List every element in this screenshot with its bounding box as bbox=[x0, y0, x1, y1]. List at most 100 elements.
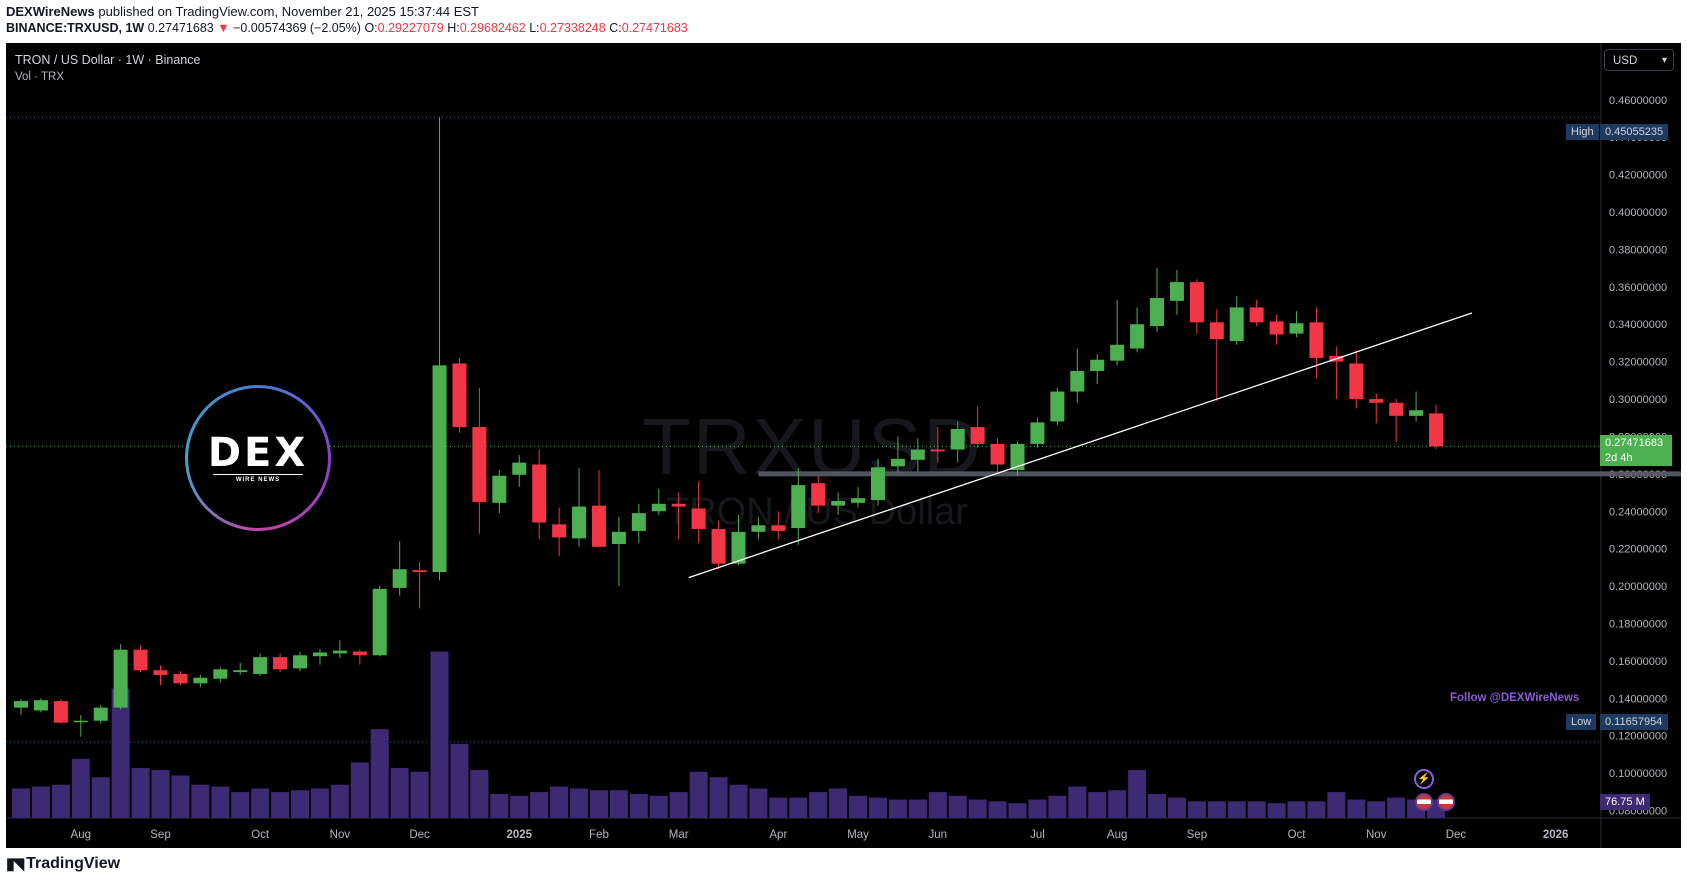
volume-bar bbox=[1227, 801, 1246, 818]
volume-bar bbox=[649, 795, 668, 818]
volume-bar bbox=[211, 786, 230, 818]
candle-body bbox=[711, 529, 726, 564]
countdown-tag: 2d 4h bbox=[1600, 450, 1672, 466]
candle-body bbox=[631, 513, 646, 531]
tradingview-logo[interactable]: ▮◥ TradingView bbox=[6, 854, 120, 874]
volume-bar bbox=[888, 799, 907, 818]
y-tick-label: 0.24000000 bbox=[1609, 506, 1667, 518]
candle-body bbox=[472, 427, 487, 502]
volume-bar bbox=[749, 788, 768, 818]
candle-body bbox=[53, 701, 68, 723]
volume-bar bbox=[111, 688, 130, 818]
currency-button[interactable]: USD ▾ bbox=[1604, 49, 1674, 71]
volume-bar bbox=[829, 788, 848, 818]
x-tick-label: Nov bbox=[1366, 829, 1387, 841]
x-tick-label: Sep bbox=[1187, 829, 1207, 841]
last-price-tag: 0.27471683 bbox=[1600, 435, 1672, 451]
volume-bar bbox=[470, 769, 489, 818]
x-tick-label: Dec bbox=[409, 829, 430, 841]
candle-body bbox=[173, 673, 188, 684]
volume-bar bbox=[530, 792, 549, 818]
candle-body bbox=[671, 503, 686, 507]
volume-bar bbox=[629, 793, 648, 818]
us-flag-icon[interactable] bbox=[1415, 793, 1433, 811]
candle-body bbox=[1269, 321, 1284, 335]
high-label: H: bbox=[447, 21, 460, 35]
x-tick-label: Aug bbox=[1107, 829, 1127, 841]
candle-body bbox=[1229, 307, 1244, 342]
logo-subtext: WIRE NEWS bbox=[213, 474, 303, 483]
candle-body bbox=[532, 464, 547, 523]
candle-body bbox=[352, 651, 367, 656]
x-tick-label: Aug bbox=[71, 829, 91, 841]
us-flag-icon[interactable] bbox=[1437, 793, 1455, 811]
y-tick-label: 0.32000000 bbox=[1609, 357, 1667, 369]
x-tick-label: Jul bbox=[1030, 829, 1045, 841]
candle-body bbox=[611, 531, 626, 544]
low-label-tag: Low bbox=[1566, 714, 1597, 730]
candle-body bbox=[831, 500, 846, 506]
volume-bar bbox=[12, 788, 30, 818]
volume-bar bbox=[1247, 801, 1266, 818]
volume-bar bbox=[251, 788, 270, 818]
volume-bar bbox=[410, 771, 429, 818]
candle-body bbox=[213, 669, 228, 679]
candle-body bbox=[1249, 307, 1264, 323]
lightning-icon[interactable]: ⚡ bbox=[1414, 769, 1434, 789]
x-tick-label: Oct bbox=[251, 829, 270, 841]
chart-legend-title: TRON / US Dollar · 1W · Binance bbox=[15, 53, 201, 67]
volume-bar bbox=[1327, 792, 1346, 818]
candle-body bbox=[492, 475, 507, 503]
candle-body bbox=[890, 458, 905, 467]
x-tick-label: Sep bbox=[150, 829, 170, 841]
candle-body bbox=[73, 720, 88, 723]
x-tick-label: 2025 bbox=[506, 829, 532, 841]
volume-bar bbox=[31, 786, 50, 818]
candle-body bbox=[1409, 410, 1424, 416]
publisher-name[interactable]: DEXWireNews bbox=[6, 4, 95, 19]
candle-body bbox=[691, 508, 706, 530]
volume-bar bbox=[1187, 801, 1206, 818]
x-tick-label: Feb bbox=[589, 829, 609, 841]
candle-body bbox=[33, 700, 48, 711]
volume-bar bbox=[1287, 801, 1306, 818]
candle-body bbox=[811, 483, 826, 506]
volume-bar bbox=[430, 651, 449, 818]
ohlc-line: BINANCE:TRXUSD, 1W 0.27471683 ▼ −0.00574… bbox=[6, 21, 688, 35]
change-value: −0.00574369 (−2.05%) bbox=[233, 21, 361, 35]
volume-bar bbox=[231, 792, 250, 818]
volume-bar bbox=[291, 790, 310, 818]
volume-bar bbox=[689, 771, 708, 818]
candle-body bbox=[572, 506, 587, 539]
candle-body bbox=[1090, 359, 1105, 371]
volume-bar bbox=[550, 786, 569, 818]
chevron-down-icon: ▾ bbox=[1661, 55, 1667, 66]
y-tick-label: 0.12000000 bbox=[1609, 731, 1667, 743]
volume-bar bbox=[609, 790, 628, 818]
volume-bar bbox=[370, 729, 389, 818]
candle-body bbox=[1110, 344, 1125, 361]
volume-bar bbox=[849, 795, 868, 818]
volume-bar bbox=[968, 799, 987, 818]
volume-bar bbox=[390, 768, 409, 818]
candle-body bbox=[1010, 443, 1025, 471]
x-tick-label: Mar bbox=[669, 829, 689, 841]
candle-body bbox=[1169, 282, 1184, 301]
volume-bar bbox=[490, 793, 509, 818]
volume-bar bbox=[1088, 792, 1107, 818]
candle-body bbox=[153, 670, 168, 675]
candle-body bbox=[791, 485, 806, 529]
volume-legend: Vol · TRX bbox=[15, 71, 64, 83]
y-tick-label: 0.20000000 bbox=[1609, 581, 1667, 593]
candle-body bbox=[751, 525, 766, 532]
low-value-tag: 0.11657954 bbox=[1600, 714, 1668, 730]
candle-body bbox=[731, 531, 746, 564]
candle-body bbox=[1309, 322, 1324, 358]
publish-line: DEXWireNews published on TradingView.com… bbox=[6, 4, 479, 19]
volume-bar bbox=[1367, 801, 1386, 818]
change-arrow-icon: ▼ bbox=[217, 21, 230, 35]
volume-bar bbox=[1347, 799, 1366, 818]
high-value-tag: 0.45055235 bbox=[1600, 124, 1668, 140]
tradingview-mark-icon: ▮◥ bbox=[6, 856, 24, 873]
y-tick-label: 0.22000000 bbox=[1609, 544, 1667, 556]
